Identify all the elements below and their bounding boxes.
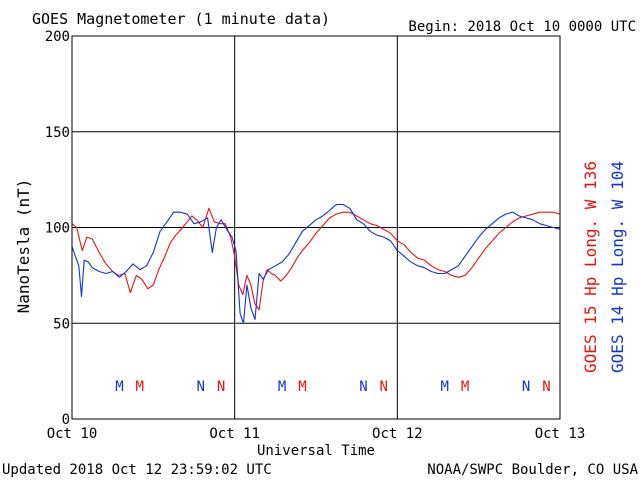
y-tick-label: 150 xyxy=(45,125,70,141)
annotation-N: N xyxy=(542,379,550,395)
x-tick-label: Oct 10 xyxy=(47,426,98,442)
series-line-goes14 xyxy=(71,203,561,324)
x-axis-ticks: Oct 10 Oct 11 Oct 12 Oct 13 xyxy=(47,426,586,442)
credit-label: NOAA/SWPC Boulder, CO USA xyxy=(427,462,638,478)
annotation-M: M xyxy=(441,379,449,395)
annotation-M: M xyxy=(298,379,306,395)
plot-frame xyxy=(71,35,561,420)
annotation-M: M xyxy=(136,379,144,395)
grid-lines xyxy=(72,36,560,419)
annotation-N: N xyxy=(217,379,225,395)
y-tick-label: 0 xyxy=(62,412,70,428)
begin-label: Begin: 2018 Oct 10 0000 UTC xyxy=(408,19,636,35)
legend-goes14: GOES 14 Hp Long. W 104 xyxy=(608,161,627,373)
y-tick-label: 50 xyxy=(53,316,70,332)
annotation-M: M xyxy=(278,379,286,395)
series-line-goes15 xyxy=(71,207,561,311)
x-axis-label: Universal Time xyxy=(257,443,375,459)
chart-title: GOES Magnetometer (1 minute data) xyxy=(32,10,330,28)
updated-timestamp: Updated 2018 Oct 12 23:59:02 UTC xyxy=(2,462,272,478)
annotation-N: N xyxy=(359,379,367,395)
series-layer xyxy=(71,203,561,324)
y-axis-label: NanoTesla (nT) xyxy=(14,179,33,314)
legend-goes15: GOES 15 Hp Long. W 136 xyxy=(581,161,600,373)
annotation-M: M xyxy=(461,379,469,395)
y-tick-label: 100 xyxy=(45,221,70,237)
annotation-N: N xyxy=(522,379,530,395)
y-axis-ticks: 0 50 100 150 200 xyxy=(45,29,70,428)
x-tick-label: Oct 11 xyxy=(209,426,260,442)
x-tick-label: Oct 12 xyxy=(372,426,423,442)
x-tick-label: Oct 13 xyxy=(535,426,586,442)
annotation-N: N xyxy=(380,379,388,395)
annotation-M: M xyxy=(115,379,123,395)
annotation-N: N xyxy=(197,379,205,395)
y-tick-label: 200 xyxy=(45,29,70,45)
